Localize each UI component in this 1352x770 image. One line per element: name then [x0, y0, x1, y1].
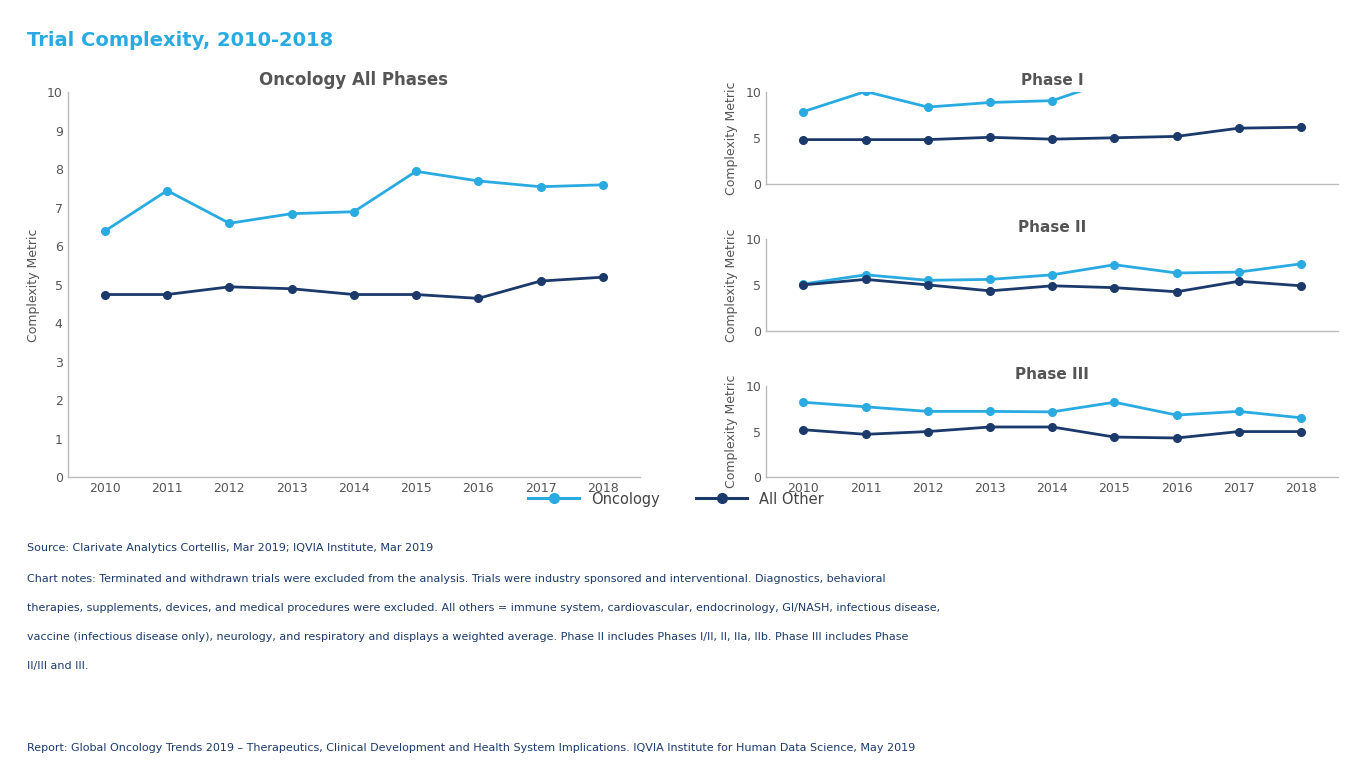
Y-axis label: Complexity Metric: Complexity Metric	[725, 82, 738, 195]
Text: Chart notes: Terminated and withdrawn trials were excluded from the analysis. Tr: Chart notes: Terminated and withdrawn tr…	[27, 574, 886, 584]
Text: vaccine (infectious disease only), neurology, and respiratory and displays a wei: vaccine (infectious disease only), neuro…	[27, 632, 909, 642]
Text: II/III and III.: II/III and III.	[27, 661, 88, 671]
Text: Report: Global Oncology Trends 2019 – Therapeutics, Clinical Development and Hea: Report: Global Oncology Trends 2019 – Th…	[27, 743, 915, 753]
Title: Phase II: Phase II	[1018, 220, 1087, 235]
Legend: Oncology, All Other: Oncology, All Other	[522, 486, 830, 513]
Y-axis label: Complexity Metric: Complexity Metric	[725, 228, 738, 342]
Y-axis label: Complexity Metric: Complexity Metric	[725, 375, 738, 488]
Title: Phase I: Phase I	[1021, 73, 1083, 89]
Title: Phase III: Phase III	[1015, 367, 1090, 382]
Title: Oncology All Phases: Oncology All Phases	[260, 72, 449, 89]
Text: Source: Clarivate Analytics Cortellis, Mar 2019; IQVIA Institute, Mar 2019: Source: Clarivate Analytics Cortellis, M…	[27, 543, 433, 553]
Text: Trial Complexity, 2010-2018: Trial Complexity, 2010-2018	[27, 31, 334, 50]
Y-axis label: Complexity Metric: Complexity Metric	[27, 228, 41, 342]
Text: therapies, supplements, devices, and medical procedures were excluded. All other: therapies, supplements, devices, and med…	[27, 603, 940, 613]
